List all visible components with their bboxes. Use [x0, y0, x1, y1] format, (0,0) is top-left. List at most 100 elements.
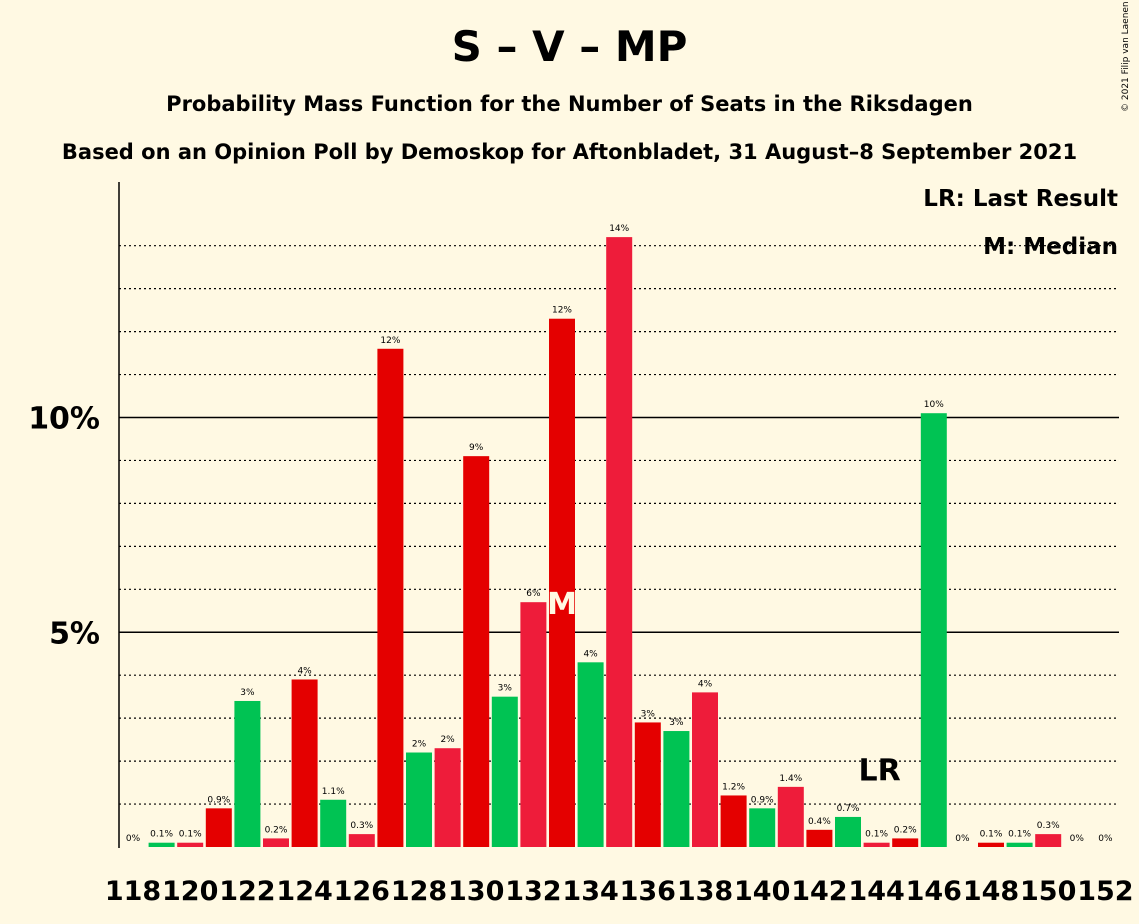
bar-label-seat-127: 12% [380, 336, 400, 346]
x-tick-label: 130 [448, 876, 504, 907]
x-tick-label: 146 [906, 876, 962, 907]
bar-seat-150 [1035, 834, 1062, 847]
x-tick-label: 138 [677, 876, 733, 907]
bar-label-seat-125: 1.1% [322, 787, 345, 797]
bar-seat-132 [520, 602, 547, 847]
bar-label-seat-121: 0.9% [207, 795, 230, 805]
bar-seat-126 [348, 834, 375, 847]
bar-label-seat-126: 0.3% [350, 821, 373, 831]
bar-label-seat-120: 0.1% [179, 830, 202, 840]
bar-seat-145 [892, 838, 919, 847]
bar-label-seat-152: 0% [1098, 834, 1113, 844]
x-tick-labels: 118 120 122 124 126 128 130 132 134 136 138 140 142 1… [105, 876, 1134, 907]
bar-label-seat-148: 0.1% [980, 830, 1003, 840]
bar-seat-142 [806, 829, 833, 847]
chart-subtitle: Probability Mass Function for the Number… [166, 92, 973, 116]
last-result-marker: LR [858, 753, 900, 788]
bar-label-seat-151: 0% [1070, 834, 1085, 844]
bar-label-seat-130: 9% [469, 443, 484, 453]
bar-label-seat-119: 0.1% [150, 830, 173, 840]
bar-label-seat-149: 0.1% [1008, 830, 1031, 840]
x-tick-label: 132 [505, 876, 561, 907]
bar-seat-138 [692, 692, 718, 847]
x-tick-label: 134 [562, 876, 618, 907]
bar-label-seat-132: 6% [526, 589, 541, 599]
bar-label-seat-137: 3% [669, 718, 684, 728]
bar-label-seat-133: 12% [552, 306, 572, 316]
bar-seat-129 [434, 748, 461, 847]
bar-label-seat-136: 3% [641, 709, 656, 719]
bar-seat-124 [291, 679, 318, 847]
bar-seat-146 [920, 413, 947, 847]
bar-seat-149 [1006, 842, 1033, 847]
bar-seat-148 [978, 842, 1004, 847]
bar-seat-130 [463, 456, 490, 847]
bar-seat-120 [177, 842, 204, 847]
bar-label-seat-142: 0.4% [808, 817, 831, 827]
bar-seat-134 [577, 662, 604, 847]
bar-seat-140 [749, 808, 776, 847]
x-tick-label: 118 [105, 876, 161, 907]
markers: M LR [547, 587, 901, 788]
bar-label-seat-143: 0.7% [837, 804, 860, 814]
bar-label-seat-128: 2% [412, 740, 427, 750]
x-tick-label: 128 [391, 876, 447, 907]
chart-source-subtitle: Based on an Opinion Poll by Demoskop for… [61, 140, 1078, 164]
bar-label-seat-123: 0.2% [265, 825, 288, 835]
median-marker: M [547, 587, 577, 622]
bar-seat-127 [377, 348, 404, 847]
x-tick-label: 148 [963, 876, 1019, 907]
bar-seat-119 [148, 842, 175, 847]
bar-seat-121 [205, 808, 232, 847]
y-tick-label: 10% [28, 402, 100, 437]
x-tick-label: 126 [334, 876, 390, 907]
bar-label-seat-124: 4% [297, 666, 312, 676]
x-tick-label: 150 [1020, 876, 1076, 907]
bar-label-seat-147: 0% [955, 834, 970, 844]
bar-seat-131 [491, 696, 518, 847]
bar-seat-135 [606, 237, 633, 848]
chart-title: S – V – MP [451, 22, 688, 71]
bar-label-seat-145: 0.2% [894, 825, 917, 835]
bar-seat-136 [634, 722, 661, 847]
bar-label-seat-144: 0.1% [865, 830, 888, 840]
bar-label-seat-131: 3% [498, 684, 513, 694]
x-tick-label: 142 [791, 876, 847, 907]
bar-seat-122 [234, 700, 261, 847]
bar-label-seat-146: 10% [924, 400, 944, 410]
x-tick-label: 122 [219, 876, 275, 907]
x-tick-label: 140 [734, 876, 790, 907]
x-tick-label: 120 [162, 876, 218, 907]
y-tick-label: 5% [49, 616, 100, 651]
bar-seat-141 [777, 786, 804, 847]
bar-label-seat-150: 0.3% [1037, 821, 1060, 831]
bar-label-seat-140: 0.9% [751, 795, 774, 805]
bar-label-seat-118: 0% [126, 834, 141, 844]
bar-seat-139 [720, 795, 747, 847]
bar-label-seat-129: 2% [440, 735, 455, 745]
bar-seat-137 [663, 731, 690, 847]
bar-seat-125 [320, 799, 347, 847]
legend-median: M: Median [983, 234, 1118, 260]
bar-seat-133 [549, 318, 575, 848]
bar-label-seat-138: 4% [698, 679, 713, 689]
bar-seat-123 [263, 838, 289, 847]
bar-label-seat-141: 1.4% [779, 774, 802, 784]
legend-last-result: LR: Last Result [923, 186, 1118, 212]
x-tick-label: 144 [848, 876, 904, 907]
bar-label-seat-135: 14% [609, 224, 629, 234]
x-tick-label: 124 [276, 876, 332, 907]
bar-value-labels: 0% 0.1% 0.1% 0.9% 3% 0.2% 4% 1.1% 0.3% 12% 2% 2% 9% 3… [126, 224, 1113, 844]
bar-seat-144 [863, 842, 890, 847]
bar-seat-143 [835, 816, 861, 847]
bar-label-seat-122: 3% [240, 688, 255, 698]
y-tick-labels: 5% 10% [28, 402, 100, 652]
bar-label-seat-139: 1.2% [722, 782, 745, 792]
x-tick-label: 152 [1077, 876, 1133, 907]
bar-label-seat-134: 4% [583, 649, 598, 659]
bar-seat-128 [406, 752, 432, 847]
x-tick-label: 136 [620, 876, 676, 907]
bars [148, 237, 1062, 848]
